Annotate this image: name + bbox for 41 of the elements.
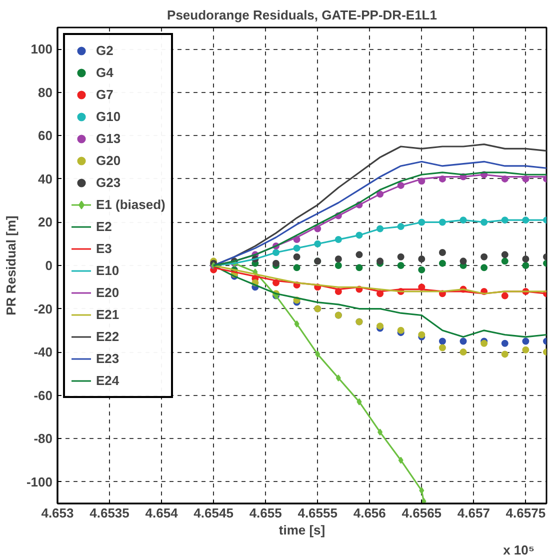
legend-label: G13 — [96, 130, 121, 148]
text: x 10⁵ — [503, 542, 535, 557]
chart-title: Pseudorange Residuals, GATE-PP-DR-E1L1 — [167, 8, 437, 22]
legend-label: G7 — [96, 86, 114, 104]
legend-label: E24 — [96, 372, 120, 390]
legend-label: E1 (biased) — [96, 196, 166, 214]
legend-label: E10 — [96, 262, 120, 280]
legend-label: E20 — [96, 284, 120, 302]
y-tick-label: -100 — [26, 474, 53, 490]
y-tick-label: 40 — [38, 171, 53, 186]
x-tick-label: 4.6555 — [298, 506, 338, 520]
x-tick-label: 4.654 — [145, 506, 179, 520]
legend-label: G4 — [96, 64, 114, 82]
legend-label: E2 — [96, 218, 113, 236]
x-tick-label: 4.6535 — [90, 506, 130, 520]
legend-label: E21 — [96, 306, 120, 324]
y-tick-label: 60 — [38, 128, 53, 144]
legend-label: E22 — [96, 328, 120, 346]
x-tick-label: 4.6545 — [194, 506, 234, 520]
y-tick-label: 100 — [30, 42, 53, 57]
x-tick-label: 4.655 — [249, 506, 282, 520]
y-tick-label: 80 — [38, 84, 53, 100]
legend-label: G23 — [96, 174, 121, 192]
x-tick-label: 4.657 — [457, 506, 490, 520]
legend-label: E3 — [96, 240, 113, 258]
y-tick-label: 20 — [38, 214, 53, 230]
legend-label: E23 — [96, 350, 120, 368]
y-tick-label: -20 — [34, 301, 53, 316]
y-tick-label: -60 — [34, 388, 53, 403]
x-tick-label: 4.6575 — [506, 506, 546, 520]
y-tick-label: -80 — [34, 431, 53, 446]
x-tick-label: 4.6565 — [402, 506, 442, 520]
y-tick-label: 0 — [45, 258, 53, 273]
x-axis-title: time [s] — [278, 522, 326, 538]
x-tick-label: 4.656 — [353, 506, 386, 520]
y-tick-label: -40 — [34, 344, 53, 360]
y-axis-title: PR Residual [m] — [3, 216, 18, 316]
legend-label: G20 — [96, 152, 121, 170]
legend-label: G2 — [96, 42, 114, 60]
legend-label: G10 — [96, 108, 121, 126]
x-tick-label: 4.653 — [41, 506, 74, 520]
